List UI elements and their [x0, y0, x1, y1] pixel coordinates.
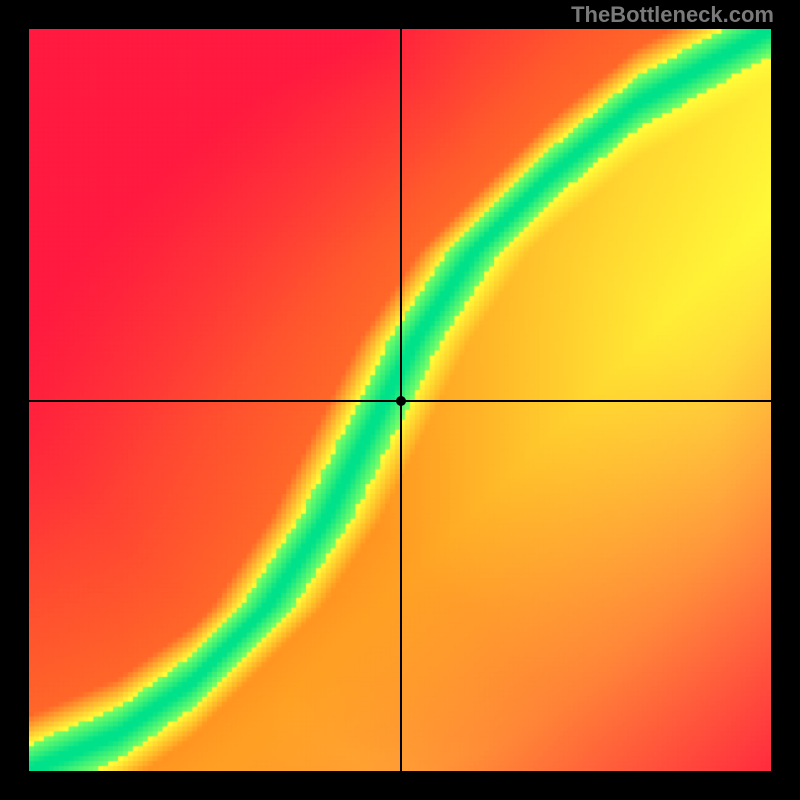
watermark-text: TheBottleneck.com [571, 2, 774, 28]
chart-frame: TheBottleneck.com [0, 0, 800, 800]
plot-area [29, 29, 771, 771]
